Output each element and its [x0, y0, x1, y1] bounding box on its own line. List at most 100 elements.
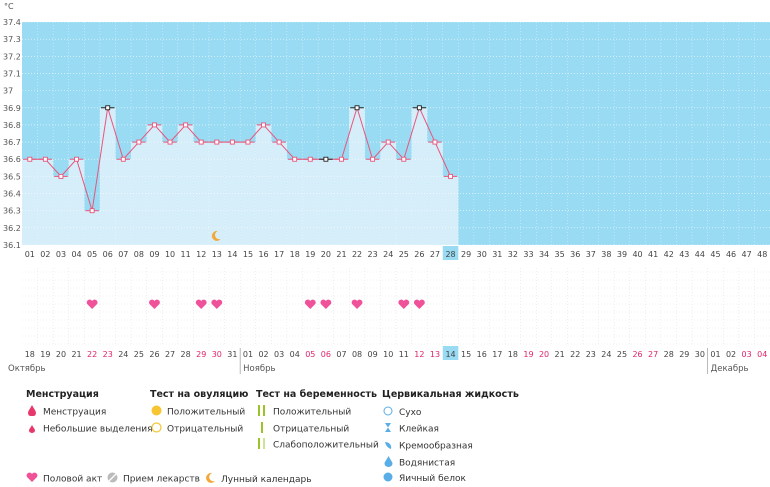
small-drop-icon — [26, 422, 38, 436]
cycle-day-label: 18 — [290, 250, 300, 259]
legend-medication: Прием лекарств — [106, 472, 200, 486]
date-label: 22 — [570, 350, 580, 359]
temperature-line — [29, 106, 451, 211]
drop-icon — [26, 405, 38, 419]
cycle-day-label: 19 — [305, 250, 315, 259]
date-label: 28 — [181, 350, 191, 359]
date-label: 25 — [134, 350, 144, 359]
date-label: 06 — [321, 350, 331, 359]
y-tick-label: 37.3 — [3, 35, 21, 44]
legend-menstruation: Менструация — [26, 405, 106, 419]
date-label: 22 — [87, 350, 97, 359]
date-label: 27 — [165, 350, 175, 359]
intercourse-heart — [413, 299, 425, 309]
y-tick-label: 36.3 — [3, 207, 21, 216]
cycle-day-label: 29 — [461, 250, 471, 259]
today-date-highlight — [442, 346, 459, 360]
month-label: Октябрь — [8, 364, 46, 374]
y-tick-label: 36.6 — [3, 155, 21, 164]
temp-point — [323, 156, 329, 162]
moon-icon — [211, 230, 221, 241]
y-tick-label: 36.2 — [3, 224, 21, 233]
y-tick-label: 36.1 — [3, 241, 21, 250]
intercourse-heart — [351, 299, 363, 309]
temp-point — [370, 156, 376, 162]
cycle-day-label: 25 — [399, 250, 409, 259]
cycle-day-label: 01 — [25, 250, 35, 259]
temp-point — [416, 105, 422, 111]
cycle-day-label: 27 — [430, 250, 440, 259]
legend-cervical-dry: Сухо — [382, 406, 421, 419]
legend-pregnancy-negative-label: Отрицательный — [273, 424, 350, 435]
cycle-day-label: 38 — [601, 250, 611, 259]
legend-pregnancy-positive-label: Положительный — [273, 407, 352, 418]
today-highlight — [442, 246, 459, 260]
cycle-day-label: 36 — [570, 250, 580, 259]
date-label: 26 — [632, 350, 642, 359]
legend-cervical-creamy: Кремообразная — [382, 439, 473, 453]
cycle-day-label: 06 — [103, 250, 113, 259]
legend-ovulation-negative-label: Отрицательный — [167, 424, 244, 435]
legend-cervical-title: Цервикальная жидкость — [382, 389, 519, 400]
legend-pregnancy-title: Тест на беременность — [256, 389, 377, 400]
legend-moon-label: Лунный календарь — [221, 475, 312, 485]
filled-circle-icon — [382, 472, 394, 485]
intercourse-heart — [195, 299, 207, 309]
temp-bar — [84, 210, 100, 245]
y-axis-unit: °C — [4, 2, 14, 11]
cycle-day-label: 10 — [165, 250, 175, 259]
temp-bar — [271, 142, 287, 245]
date-label: 23 — [586, 350, 596, 359]
date-label: 02 — [258, 350, 268, 359]
date-label: 27 — [648, 350, 658, 359]
temp-point — [276, 139, 282, 145]
heart-icon — [26, 472, 38, 486]
legend-cervical-watery: Водянистая — [382, 456, 455, 470]
faint-lines-icon — [256, 438, 268, 452]
pill-icon — [106, 472, 118, 486]
intercourse-heart — [398, 299, 410, 309]
date-label: 03 — [274, 350, 284, 359]
temp-point — [401, 156, 407, 162]
cycle-day-label: 15 — [243, 250, 253, 259]
legend-intercourse: Половой акт — [26, 472, 102, 486]
temp-point — [214, 139, 220, 145]
temp-bar — [68, 159, 85, 245]
one-line-icon — [256, 422, 268, 436]
temp-bar — [427, 142, 443, 245]
y-tick-label: 37 — [3, 87, 13, 96]
intercourse-heart — [304, 299, 316, 309]
temp-bar — [131, 142, 147, 245]
temp-point — [183, 122, 189, 128]
cycle-day-label: 05 — [87, 250, 97, 259]
temp-bar — [177, 124, 194, 245]
date-label: 23 — [103, 350, 113, 359]
temp-point — [27, 156, 33, 162]
temp-bar — [333, 159, 350, 245]
legend-ovulation-title: Тест на овуляцию — [150, 389, 249, 400]
y-tick-label: 36.9 — [3, 104, 21, 113]
legend-pregnancy-weak: Слабоположительный — [256, 438, 379, 452]
cycle-day-label: 39 — [617, 250, 627, 259]
cream-drop-icon — [382, 439, 394, 453]
temp-point — [432, 139, 438, 145]
legend-pregnancy-weak-label: Слабоположительный — [273, 440, 379, 451]
y-tick-label: 36.4 — [3, 190, 21, 199]
y-tick-label: 36.5 — [3, 172, 21, 181]
legend-cervical-sticky: Клейкая — [382, 422, 439, 436]
temp-point — [136, 139, 142, 145]
legend-ovulation-negative: Отрицательный — [150, 422, 243, 436]
cycle-day-label: 11 — [181, 250, 191, 259]
temp-point — [245, 139, 251, 145]
water-drop-icon — [382, 456, 394, 470]
cycle-day-label: 21 — [336, 250, 346, 259]
cycle-day-label: 20 — [321, 250, 331, 259]
legend-cervical-sticky-label: Клейкая — [399, 424, 439, 435]
date-label: 13 — [430, 350, 440, 359]
cycle-day-label: 24 — [383, 250, 393, 259]
empty-circle-icon — [382, 406, 394, 419]
date-label: 12 — [414, 350, 424, 359]
date-label: 21 — [555, 350, 565, 359]
date-label: 17 — [492, 350, 502, 359]
cycle-day-label: 45 — [710, 250, 720, 259]
